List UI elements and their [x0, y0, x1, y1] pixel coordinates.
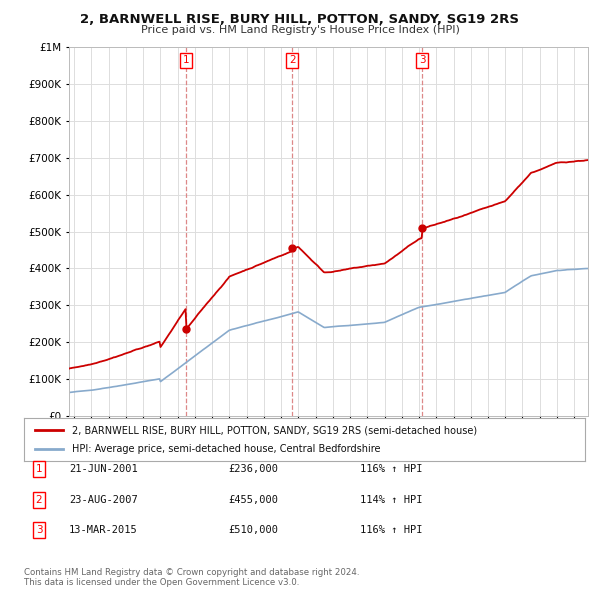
Text: £455,000: £455,000 [228, 495, 278, 504]
Text: 3: 3 [419, 55, 425, 65]
Text: Contains HM Land Registry data © Crown copyright and database right 2024.
This d: Contains HM Land Registry data © Crown c… [24, 568, 359, 587]
Text: 114% ↑ HPI: 114% ↑ HPI [360, 495, 422, 504]
Text: 2, BARNWELL RISE, BURY HILL, POTTON, SANDY, SG19 2RS (semi-detached house): 2, BARNWELL RISE, BURY HILL, POTTON, SAN… [71, 425, 477, 435]
Text: 116% ↑ HPI: 116% ↑ HPI [360, 526, 422, 535]
Text: 13-MAR-2015: 13-MAR-2015 [69, 526, 138, 535]
Text: Price paid vs. HM Land Registry's House Price Index (HPI): Price paid vs. HM Land Registry's House … [140, 25, 460, 35]
Text: 2: 2 [289, 55, 295, 65]
Text: 2: 2 [35, 495, 43, 504]
Text: 1: 1 [182, 55, 189, 65]
Text: 23-AUG-2007: 23-AUG-2007 [69, 495, 138, 504]
Text: £236,000: £236,000 [228, 464, 278, 474]
Text: 1: 1 [35, 464, 43, 474]
Text: 21-JUN-2001: 21-JUN-2001 [69, 464, 138, 474]
Text: 116% ↑ HPI: 116% ↑ HPI [360, 464, 422, 474]
Text: 2, BARNWELL RISE, BURY HILL, POTTON, SANDY, SG19 2RS: 2, BARNWELL RISE, BURY HILL, POTTON, SAN… [80, 13, 520, 26]
Text: 3: 3 [35, 526, 43, 535]
Text: HPI: Average price, semi-detached house, Central Bedfordshire: HPI: Average price, semi-detached house,… [71, 444, 380, 454]
Text: £510,000: £510,000 [228, 526, 278, 535]
